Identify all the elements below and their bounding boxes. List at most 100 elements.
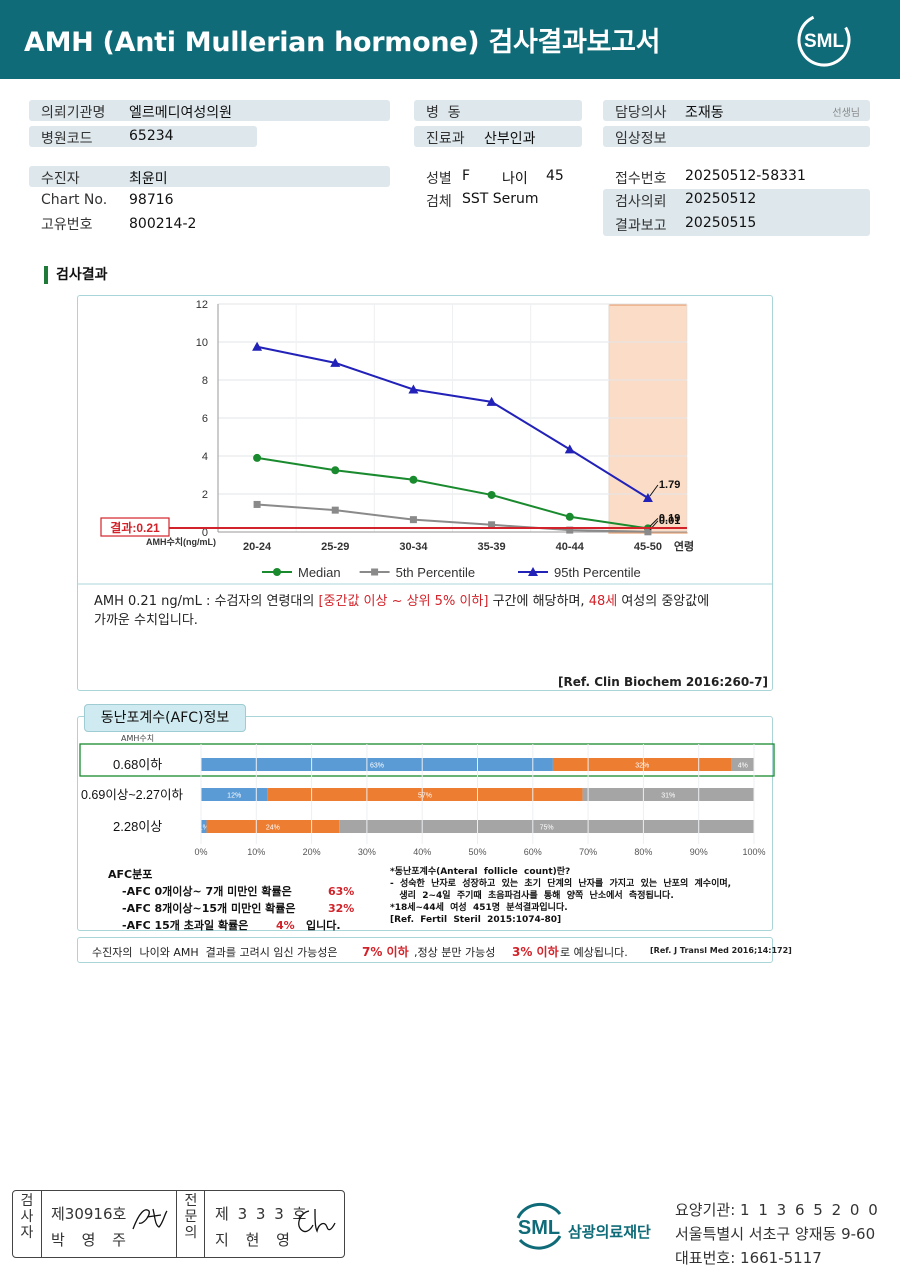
sig-divider	[204, 1191, 205, 1257]
data-point	[564, 444, 575, 454]
legend-marker	[371, 568, 379, 576]
afc-bar-segment	[339, 820, 754, 833]
dept-field: 진료과 산부인과	[414, 126, 582, 147]
pregnancy-pct1: 7% 이하	[362, 945, 409, 959]
afc-note-line: - 성숙한 난자로 성장하고 있는 초기 단계의 난자를 가지고 있는 난포의 …	[390, 879, 732, 889]
data-point	[408, 384, 419, 394]
unique-no-field: 고유번호 800214-2	[29, 212, 279, 233]
interpretation-text: AMH 0.21 ng/mL : 수검자의 연령대의 [중간값 이상 ~ 상위 …	[94, 592, 769, 630]
afc-panel	[77, 716, 773, 931]
afc-x-tick: 20%	[303, 847, 321, 857]
afc-dist-pct: 63%	[328, 885, 355, 898]
sex-value: F	[462, 168, 471, 184]
report-title: AMH (Anti Mullerian hormone) 검사결과보고서	[24, 27, 661, 58]
data-point	[331, 506, 339, 514]
receipt-field: 접수번호 20250512-58331	[603, 166, 870, 187]
series-line	[257, 503, 648, 533]
afc-chart: 0.68이하 63% 32% 4% 0.69이상~2.27이하 12% 57% 31% 2.28…	[79, 743, 775, 857]
afc-notes: *동난포계수(Anteral follicle count)란? - 성숙한 난…	[390, 866, 731, 926]
specimen-field: 검체 SST Serum	[414, 189, 584, 210]
data-point	[409, 516, 417, 524]
afc-x-tick: 70%	[579, 847, 597, 857]
org-logo-text: SML	[518, 1217, 560, 1239]
inspector-signature	[132, 1208, 168, 1230]
data-point	[253, 453, 262, 462]
hospital-code-label: 병원코드	[41, 131, 93, 147]
afc-x-tick: 30%	[358, 847, 376, 857]
data-point	[644, 528, 652, 536]
x-tick-label: 20-24	[243, 541, 272, 553]
y-tick-label: 4	[202, 451, 208, 463]
afc-bar-segment	[201, 788, 268, 801]
data-point	[565, 512, 574, 521]
x-tick-label: 45-50	[634, 541, 662, 553]
sig-divider	[41, 1191, 42, 1257]
interp-range: [중간값 이상 ~ 상위 5% 이하]	[318, 594, 489, 609]
chart-no-field: Chart No. 98716	[29, 190, 279, 211]
doctor-field: 담당의사 조재동 선생님	[603, 100, 870, 121]
afc-dist-tail: 입니다.	[306, 919, 341, 932]
afc-bar-segment	[582, 788, 754, 801]
ward-label: 병 동	[426, 105, 461, 121]
afc-bar-segment	[206, 820, 340, 833]
afc-bar-label: 63%	[370, 763, 384, 770]
data-point	[331, 466, 340, 475]
series-line	[256, 456, 649, 530]
afc-dist-pct: 32%	[328, 902, 355, 915]
org-name: 삼광의료재단	[568, 1223, 651, 1241]
institution-value: 엘르메디여성의원	[129, 105, 233, 121]
org-info: 요양기관: 1 1 3 6 5 2 0 0 서울특별시 서초구 양재동 9-60…	[675, 1198, 880, 1270]
hospital-code-field: 병원코드 65234	[29, 126, 257, 147]
legend-marker	[273, 568, 281, 576]
afc-row-label: 0.69이상~2.27이하	[81, 788, 183, 802]
y-tick-label: 8	[202, 375, 208, 387]
sml-logo: SML	[797, 13, 851, 67]
highlight-row	[79, 743, 775, 777]
data-label: 0.01	[659, 515, 680, 527]
clinical-field: 임상정보	[603, 126, 870, 147]
afc-dist-row: -AFC 8개이상~15개 미만인 확률은 32%	[108, 900, 354, 917]
chart-no-value: 98716	[129, 192, 174, 208]
afc-title: 동난포계수(AFC)정보	[84, 704, 246, 732]
dept-label: 진료과	[426, 131, 465, 147]
report-value: 20250515	[685, 215, 757, 231]
afc-bar-label: 4%	[738, 763, 748, 770]
afc-bar-segment	[201, 758, 553, 771]
org-address: 서울특별시 서초구 양재동 9-60	[675, 1225, 876, 1243]
afc-bar-label: 12%	[227, 793, 241, 800]
afc-dist-text: -AFC 0개이상~ 7개 미만인 확률은	[122, 885, 292, 898]
doctor-value: 조재동	[685, 105, 724, 121]
x-tick-label: 25-29	[321, 541, 349, 553]
interp-part3: 여성의 중앙값에	[617, 594, 710, 609]
afc-note-line: 생리 2~4일 주기때 초음파검사를 통해 양쪽 난소에서 측정됩니다.	[390, 891, 674, 901]
afc-dist-text: -AFC 8개이상~15개 미만인 확률은	[122, 902, 296, 915]
data-label: 0.19	[659, 512, 680, 524]
afc-dist-row: -AFC 0개이상~ 7개 미만인 확률은 63%	[108, 883, 354, 900]
afc-bar-label: 57%	[418, 793, 432, 800]
pregnancy-reference: [Ref. J Transl Med 2016;14:172]	[650, 946, 792, 955]
dates-field: 검사의뢰 20250512 결과보고 20250515	[603, 189, 870, 236]
afc-bar-label: 31%	[661, 793, 675, 800]
org-code-label: 요양기관:	[675, 1201, 736, 1219]
legend-label: 5th Percentile	[396, 565, 476, 580]
patient-value: 최윤미	[129, 171, 168, 187]
signature-box: 검 사 자 제30916호 박 영 주 전 문 의 제 3 3 3 호 지 현 …	[12, 1190, 345, 1258]
afc-x-tick: 40%	[413, 847, 431, 857]
patient-field: 수진자 최윤미	[29, 166, 390, 187]
doctor-suffix: 선생님	[832, 108, 860, 119]
x-tick-label: 30-34	[399, 541, 428, 553]
interp-part2: 구간에 해당하며,	[488, 594, 589, 609]
afc-bar-label: 32%	[635, 763, 649, 770]
sex-label: 성별	[426, 171, 452, 187]
data-point	[488, 521, 496, 529]
interp-age: 48세	[588, 594, 618, 609]
inspector-name: 박 영 주	[51, 1231, 132, 1249]
afc-x-tick: 90%	[690, 847, 708, 857]
inspector-head: 검 사 자	[20, 1193, 34, 1241]
afc-bar-label: 24%	[266, 825, 280, 832]
pregnancy-pct2: 3% 이하	[512, 945, 559, 959]
afc-x-tick: 80%	[634, 847, 652, 857]
afc-x-tick: 10%	[247, 847, 265, 857]
y-tick-label: 0	[202, 527, 208, 539]
afc-note-line: [Ref. Fertil Steril 2015:1074-80]	[390, 915, 562, 925]
